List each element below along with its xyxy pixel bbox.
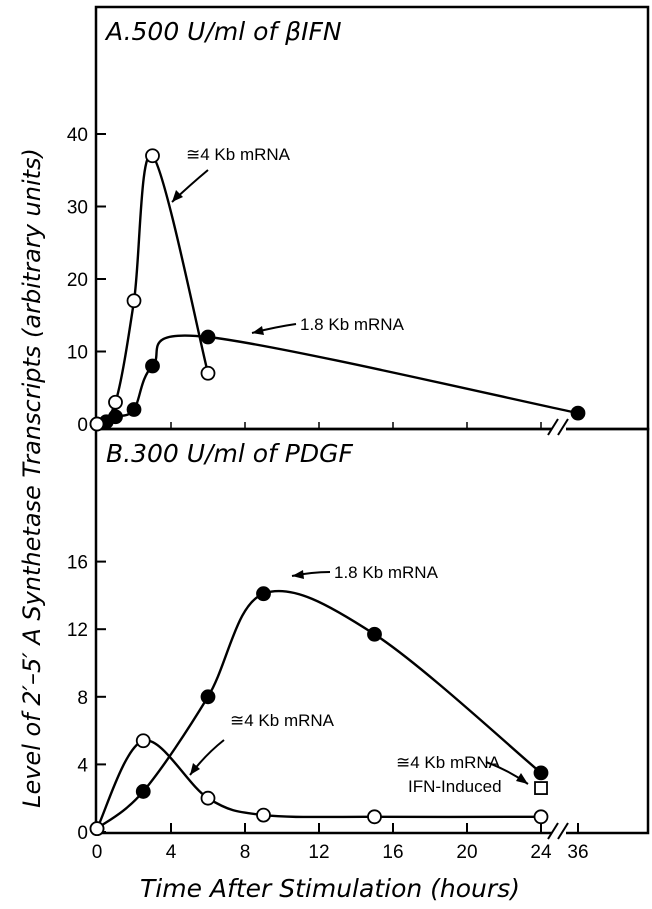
panel-a-open-point (126, 293, 142, 309)
panel-b-axis-break (547, 822, 569, 840)
x-axis-label: Time After Stimulation (hours) (140, 874, 520, 903)
panel-b-ytick-label: 4 (77, 755, 88, 776)
xtick-label: 4 (166, 842, 177, 863)
xtick-label: 36 (567, 842, 588, 863)
panel-b-annotation-ifn-4kb: ≅4 Kb mRNA (396, 753, 501, 772)
xtick-label: 16 (382, 842, 403, 863)
panel-a-open-point (200, 365, 216, 381)
xtick-label: 0 (92, 842, 103, 863)
panel-b-open-point (89, 821, 105, 837)
panel-b-open-point (256, 807, 271, 823)
panel-b-ytick-label: 16 (67, 553, 88, 574)
panel-a-filled-point (126, 402, 142, 417)
panel-a-frame (94, 5, 650, 431)
panel-a-axis-break (547, 418, 569, 436)
panel-a-ytick-label: 30 (67, 198, 88, 219)
panel-b-open-point (367, 809, 382, 825)
panel-a-ytick-label: 20 (67, 270, 88, 291)
panel-a-filled-point (145, 358, 160, 374)
panel-a-title: A.500 U/ml of βIFN (104, 17, 342, 46)
panel-b-ytick-label: 8 (77, 688, 88, 709)
panel-b-filled-point (256, 586, 271, 602)
panel-a-filled-point (570, 405, 586, 421)
panel-a-ytick-label: 40 (67, 125, 88, 146)
xtick-label: 20 (456, 842, 477, 863)
panel-b-series-line-1 (95, 739, 542, 830)
xtick-label: 24 (530, 842, 552, 863)
panel-b-ytick-label: 0 (77, 823, 88, 844)
panel-b-filled-point (533, 765, 549, 781)
panel-b-square-point (534, 781, 548, 795)
panel-a-series-line-0 (96, 334, 579, 426)
panel-b-ytick-label: 12 (67, 620, 88, 641)
panel-a-filled-point (108, 409, 123, 425)
panel-a-open-point (108, 394, 123, 410)
panel-b-open-point (200, 790, 216, 806)
panel-b-open-point (135, 733, 151, 749)
panel-b-annotation-1_8kb: 1.8 Kb mRNA (334, 563, 439, 582)
panel-a-filled-point (200, 329, 216, 345)
panel-a-annotation-4kb: ≅4 Kb mRNA (186, 145, 291, 164)
panel-a-ytick-label: 0 (77, 415, 88, 436)
xtick-label: 8 (240, 842, 251, 863)
panel-b-open-point (533, 809, 549, 825)
panel-b-title: B.300 U/ml of PDGF (106, 439, 353, 468)
panel-b-filled-point (135, 784, 151, 799)
panel-a-open-point (89, 416, 105, 432)
panel-b-annotation-4kb: ≅4 Kb mRNA (230, 711, 335, 730)
panel-b-frame (94, 427, 650, 835)
panel-b-annotation-ifn-induced: IFN-Induced (408, 777, 502, 796)
panel-a-annotation-1_8kb: 1.8 Kb mRNA (300, 315, 405, 334)
xtick-label: 12 (308, 842, 329, 863)
y-axis-label: Level of 2′–5′ A Synthetase Transcripts … (18, 148, 46, 808)
panel-a-open-point (145, 148, 160, 164)
panel-a-series-line-1 (96, 153, 210, 425)
panel-a-ytick-label: 10 (67, 343, 88, 364)
panel-b-filled-point (367, 626, 382, 642)
panel-b-filled-point (200, 689, 216, 705)
